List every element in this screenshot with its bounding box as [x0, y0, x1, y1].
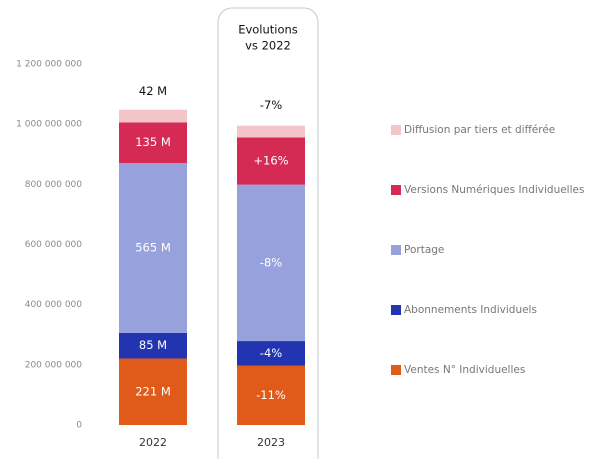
- bar-segment: [119, 358, 187, 425]
- segment-label: -8%: [260, 255, 282, 269]
- legend-label: Ventes N° Individuelles: [404, 364, 525, 376]
- box-title: vs 2022: [245, 39, 291, 53]
- x-tick-label: 2022: [139, 436, 167, 449]
- bar-segment: [237, 365, 305, 425]
- bar-segment: [119, 332, 187, 359]
- bar-segment: [237, 341, 305, 366]
- legend-label: Portage: [404, 244, 444, 256]
- legend-swatch: [391, 305, 401, 315]
- segment-label: 221 M: [135, 384, 171, 398]
- segment-label: 135 M: [135, 135, 171, 149]
- top-label: 42 M: [139, 84, 167, 98]
- legend-label: Versions Numériques Individuelles: [404, 184, 584, 196]
- evolution-box: [217, 7, 319, 459]
- bar-segment: [119, 162, 187, 333]
- legend-swatch: [391, 365, 401, 375]
- y-tick-label: 800 000 000: [25, 180, 83, 190]
- legend-label: Abonnements Individuels: [404, 304, 537, 316]
- bar-segment: [237, 137, 305, 185]
- segment-label: -4%: [260, 346, 282, 360]
- y-tick-label: 200 000 000: [25, 360, 83, 370]
- box-title: Evolutions: [238, 23, 298, 37]
- legend-swatch: [391, 185, 401, 195]
- segment-label: +16%: [253, 154, 288, 168]
- y-tick-label: 1 000 000 000: [16, 120, 82, 130]
- y-tick-label: 600 000 000: [25, 240, 83, 250]
- bar-segment: [237, 125, 305, 138]
- bar-segment: [237, 184, 305, 342]
- bar-segment: [119, 109, 187, 123]
- segment-label: 565 M: [135, 240, 171, 254]
- segment-label: 85 M: [139, 338, 167, 352]
- y-tick-label: 0: [76, 421, 82, 431]
- legend-swatch: [391, 125, 401, 135]
- segment-label: -11%: [256, 388, 286, 402]
- legend-swatch: [391, 245, 401, 255]
- y-tick-label: 400 000 000: [25, 300, 83, 310]
- top-label: -7%: [260, 98, 282, 112]
- bar-segment: [119, 122, 187, 163]
- x-tick-label: 2023: [257, 436, 285, 449]
- legend-label: Diffusion par tiers et différée: [404, 124, 555, 136]
- y-tick-label: 1 200 000 000: [16, 60, 82, 70]
